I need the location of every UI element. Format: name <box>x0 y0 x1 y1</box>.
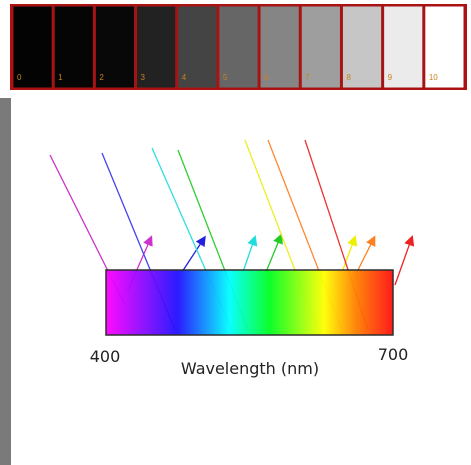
cell-label: 4 <box>182 73 187 82</box>
cell-label: 1 <box>58 73 63 82</box>
axis-title: Wavelength (nm) <box>181 359 319 378</box>
reflected-ray <box>395 240 411 285</box>
reflected-ray <box>243 240 254 272</box>
gray-strip: 0 1 2 3 4 5 6 7 8 9 10 <box>10 4 467 90</box>
start-label: 400 <box>90 347 121 366</box>
cell-label: 8 <box>346 73 351 82</box>
cell-label: 2 <box>99 73 104 82</box>
cell-label: 6 <box>264 73 269 82</box>
reflected-ray <box>357 240 373 272</box>
cell-label: 5 <box>223 73 228 82</box>
spectrum-bar <box>106 270 393 335</box>
cell-label: 7 <box>305 73 310 82</box>
side-bar <box>0 98 11 465</box>
end-label: 700 <box>378 345 409 364</box>
cell-label: 0 <box>17 73 22 82</box>
cell-label: 10 <box>429 73 438 82</box>
cell-label: 9 <box>388 73 393 82</box>
reflected-ray <box>266 238 280 272</box>
page: 0 1 2 3 4 5 6 7 8 9 10 400 700 Wavelength (nm) <box>0 0 471 465</box>
cell-label: 3 <box>141 73 146 82</box>
